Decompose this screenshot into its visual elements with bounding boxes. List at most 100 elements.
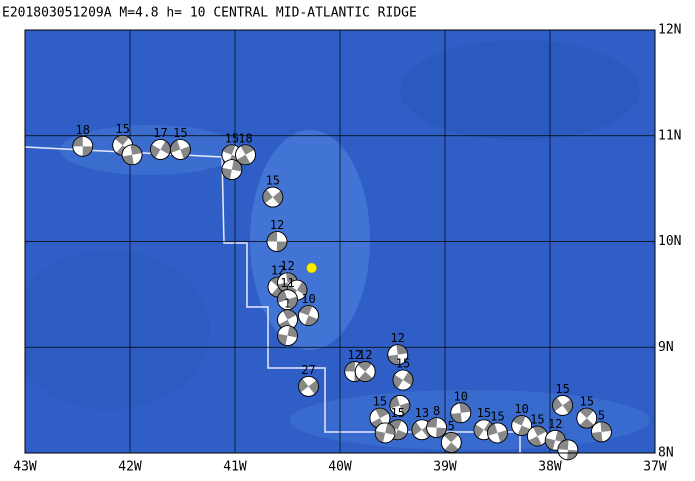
beachball-quadrant bbox=[308, 380, 319, 395]
focal-mechanism bbox=[221, 159, 243, 180]
beachball-quadrant bbox=[567, 449, 578, 460]
depth-label: 18 bbox=[76, 123, 90, 137]
beachball-outline bbox=[221, 159, 243, 180]
beachball-outline bbox=[298, 305, 319, 326]
lon-tick-label: 38W bbox=[538, 460, 562, 475]
beachball-quadrant bbox=[276, 241, 287, 252]
focal-mechanism bbox=[389, 395, 411, 416]
beachball-outline bbox=[277, 325, 298, 347]
focal-mechanism: 12 bbox=[354, 348, 376, 382]
depth-label: 10 bbox=[454, 389, 468, 403]
depth-label: 5 bbox=[598, 408, 605, 422]
depth-label: 12 bbox=[270, 218, 284, 232]
events: 18 15 17 15 15 181512121211101271212121515151… bbox=[72, 122, 612, 461]
focal-mechanism bbox=[374, 422, 396, 444]
beachball-quadrant bbox=[344, 361, 356, 372]
focal-mechanism: 15 bbox=[527, 413, 548, 447]
focal-mechanism: 15 bbox=[576, 395, 598, 429]
lon-tick-label: 37W bbox=[643, 460, 667, 475]
focal-mechanism bbox=[557, 439, 579, 461]
beachball-quadrant bbox=[528, 436, 542, 447]
beachball-outline bbox=[169, 139, 191, 160]
depth-label: 12 bbox=[391, 331, 405, 345]
depth-label: 18 bbox=[238, 131, 252, 145]
map-title: E201803051209A M=4.8 h= 10 CENTRAL MID-A… bbox=[2, 6, 417, 21]
lon-tick-label: 43W bbox=[13, 460, 37, 475]
beachball-outline bbox=[511, 415, 533, 436]
beachball-quadrant bbox=[393, 374, 403, 389]
beachball-quadrant bbox=[436, 427, 447, 438]
beachball-outline bbox=[576, 407, 598, 429]
beachball-outline bbox=[487, 422, 508, 444]
beachball-outline bbox=[450, 402, 472, 424]
beachball-outline bbox=[374, 422, 396, 444]
beachball-quadrant bbox=[240, 144, 255, 155]
beachball-quadrant bbox=[357, 361, 372, 372]
beachball-quadrant bbox=[160, 140, 171, 155]
depth-label: 15 bbox=[490, 409, 504, 423]
beachball-outline bbox=[440, 432, 462, 453]
beachball-quadrant bbox=[231, 159, 242, 172]
lon-tick-label: 40W bbox=[328, 460, 352, 475]
beachball-outline bbox=[121, 144, 143, 166]
beachball-quadrant bbox=[267, 231, 278, 242]
depth-label: 15 bbox=[225, 131, 239, 145]
beachball-quadrant bbox=[473, 424, 484, 439]
beachball-quadrant bbox=[555, 430, 566, 443]
focal-mechanism: 10 bbox=[511, 402, 533, 436]
lon-tick-label: 42W bbox=[118, 460, 142, 475]
beachball-quadrant bbox=[298, 378, 309, 393]
lat-tick-label: 11N bbox=[658, 128, 681, 143]
deep-patch bbox=[400, 40, 640, 140]
beachball-quadrant bbox=[600, 421, 612, 432]
beachball-quadrant bbox=[552, 397, 563, 412]
depth-label: 10 bbox=[514, 402, 528, 416]
focal-mechanism: 18 bbox=[72, 123, 94, 157]
lat-tick-label: 9N bbox=[658, 340, 674, 355]
focal-mechanism: 11 bbox=[277, 276, 298, 311]
beachball-quadrant bbox=[579, 418, 594, 429]
deep-patch bbox=[25, 250, 210, 410]
focal-mechanism: 5 bbox=[440, 419, 462, 453]
depth-label: 27 bbox=[301, 363, 315, 377]
beachball-quadrant bbox=[450, 412, 462, 423]
beachball-quadrant bbox=[396, 344, 408, 355]
beachball-quadrant bbox=[262, 189, 273, 204]
lon-tick-label: 41W bbox=[223, 460, 247, 475]
focal-mechanism: 27 bbox=[298, 363, 319, 397]
beachball-outline bbox=[298, 375, 319, 397]
focal-mechanism bbox=[277, 325, 298, 347]
beachball-quadrant bbox=[426, 417, 438, 428]
focal-mechanism: 5 bbox=[591, 408, 612, 443]
depth-label: 1 bbox=[284, 296, 291, 310]
lat-tick-label: 10N bbox=[658, 234, 681, 249]
focal-mechanism: 15 bbox=[392, 357, 414, 391]
beachball-quadrant bbox=[287, 325, 298, 338]
beachball-quadrant bbox=[150, 144, 161, 159]
beachball-quadrant bbox=[375, 430, 386, 443]
beachball-quadrant bbox=[82, 146, 93, 157]
map-frame bbox=[24, 29, 656, 454]
depth-label: 15 bbox=[530, 413, 544, 427]
beachball-outline bbox=[72, 135, 94, 157]
focal-mechanism: 15 bbox=[487, 409, 508, 444]
beachball-quadrant bbox=[545, 437, 556, 451]
depth-label: 5 bbox=[448, 419, 455, 433]
depth-label: 13 bbox=[415, 406, 429, 420]
beachball-outline bbox=[262, 186, 284, 208]
beachball-quadrant bbox=[403, 371, 413, 386]
beachball-outline bbox=[591, 421, 612, 443]
depth-label: 15 bbox=[173, 126, 187, 140]
focal-mechanism: 12 bbox=[266, 218, 288, 252]
beachball-quadrant bbox=[562, 399, 573, 414]
focal-mechanism: 18 bbox=[235, 131, 256, 166]
beachball-quadrant bbox=[459, 402, 471, 413]
focal-mechanism: 17 bbox=[150, 126, 171, 160]
depth-label: 12 bbox=[358, 348, 372, 362]
depth-label: 15 bbox=[555, 382, 569, 396]
depth-label: 12 bbox=[280, 259, 294, 273]
depth-label: 15 bbox=[580, 395, 594, 409]
focal-mechanism: 15 bbox=[262, 174, 284, 208]
depth-label: 15 bbox=[115, 122, 129, 136]
